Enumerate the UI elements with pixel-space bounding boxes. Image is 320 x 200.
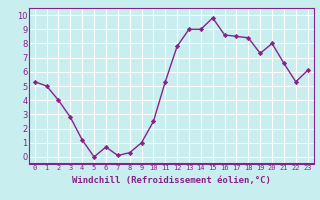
X-axis label: Windchill (Refroidissement éolien,°C): Windchill (Refroidissement éolien,°C) (72, 176, 271, 185)
